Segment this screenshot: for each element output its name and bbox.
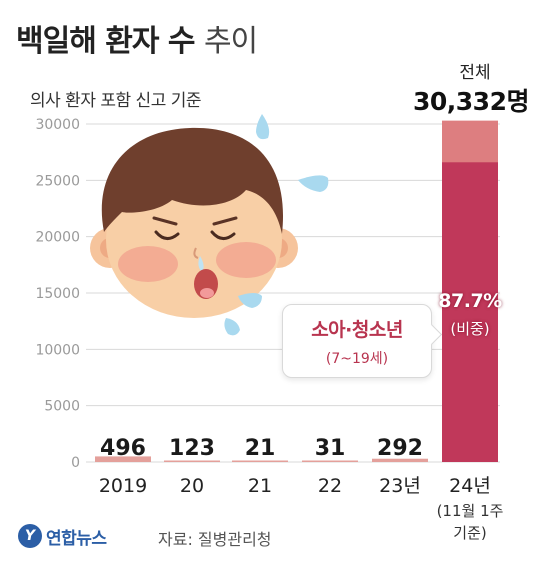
- bar-value-label: 496: [100, 436, 146, 461]
- x-tick-label: 21: [248, 475, 272, 497]
- bar: [232, 460, 288, 462]
- x-tick-label: 24년: [449, 475, 491, 497]
- nose: [193, 247, 199, 259]
- x-tick-sublabel: (11월 1주: [437, 502, 504, 520]
- chart-subtitle: 의사 환자 포함 신고 기준: [30, 91, 202, 111]
- cheek-right: [216, 242, 276, 278]
- x-tick-label: 22: [318, 475, 342, 497]
- youth-callout: 소아·청소년 (7~19세): [282, 304, 432, 378]
- x-tick-label: 2019: [99, 475, 147, 497]
- bar-value-label: 292: [377, 436, 423, 461]
- title-main: 백일해 환자 수: [16, 24, 195, 59]
- tongue: [200, 288, 214, 298]
- title-suffix: 추이: [203, 24, 258, 59]
- youth-share-percent: 87.7%: [438, 290, 502, 312]
- brow-left: [152, 216, 178, 226]
- y-tick-label: 20000: [35, 230, 80, 246]
- eye-left: [154, 230, 180, 240]
- x-tick-sublabel: 기준): [453, 524, 486, 542]
- sweat-drops: [224, 114, 329, 336]
- callout-group: 소아·청소년: [311, 319, 403, 341]
- logo-text: 연합뉴스: [46, 529, 107, 549]
- youth-share-label: (비중): [450, 320, 490, 338]
- y-tick-label: 10000: [35, 342, 80, 358]
- callout-age-range: (7~19세): [325, 351, 389, 367]
- page-title: 백일해 환자 수 추이: [16, 16, 258, 60]
- crying-child-face-illustration: [90, 114, 329, 336]
- brow-right: [212, 216, 238, 226]
- y-tick-label: 25000: [35, 173, 80, 189]
- y-tick-label: 15000: [35, 286, 80, 302]
- bar: [95, 456, 151, 462]
- cheek-left: [118, 246, 178, 282]
- total-value: 30,332명: [413, 87, 529, 116]
- eye-right: [210, 230, 236, 240]
- source-note: 자료: 질병관리청: [158, 530, 272, 549]
- y-tick-label: 0: [71, 455, 80, 471]
- x-tick-label: 20: [180, 475, 204, 497]
- y-tick-label: 30000: [35, 117, 80, 133]
- y-axis-ticks: 0 5000 10000 15000 20000 25000 30000: [35, 117, 80, 471]
- hair: [101, 127, 284, 234]
- bar: [164, 460, 220, 462]
- bar-value-label: 21: [245, 436, 276, 461]
- total-label: 전체: [459, 63, 491, 83]
- yonhap-logo-icon: Y: [18, 524, 42, 548]
- y-tick-label: 5000: [44, 399, 80, 415]
- value-labels: 496 123 21 31 292: [100, 436, 423, 461]
- bar-2024-youth: [442, 162, 498, 462]
- bar: [302, 460, 358, 462]
- runny-nose-drip: [198, 256, 204, 272]
- bar: [372, 458, 428, 462]
- bar-value-label: 123: [169, 436, 215, 461]
- bars: [95, 120, 498, 463]
- bar-value-label: 31: [315, 436, 346, 461]
- x-tick-label: 23년: [379, 475, 421, 497]
